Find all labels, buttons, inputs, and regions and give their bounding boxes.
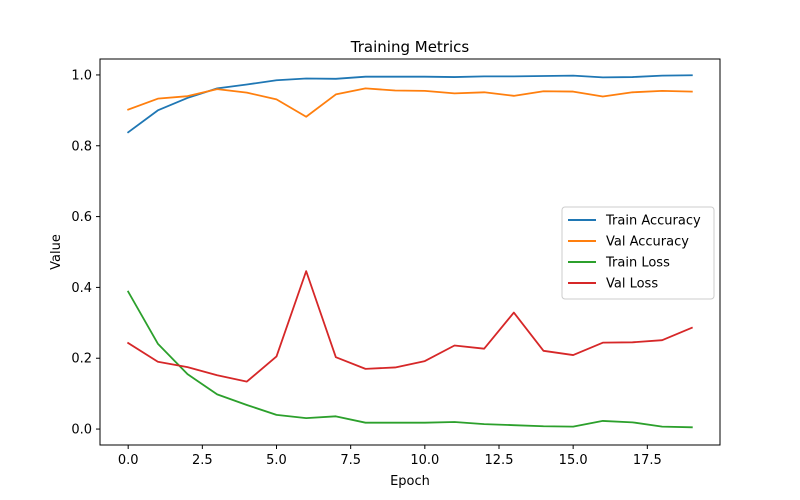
y-tick-label: 1.0 bbox=[71, 68, 92, 83]
legend-label: Train Loss bbox=[605, 256, 670, 271]
chart-title: Training Metrics bbox=[350, 38, 470, 56]
legend-box bbox=[561, 206, 715, 300]
y-tick-label: 0.8 bbox=[71, 139, 92, 154]
series-line-val-loss bbox=[126, 270, 693, 383]
y-tick-label: 0.6 bbox=[71, 210, 92, 225]
legend-label: Val Accuracy bbox=[606, 235, 689, 250]
x-tick-label: 7.5 bbox=[340, 453, 361, 468]
series-line-train-accuracy bbox=[126, 74, 693, 134]
series-line-val-accuracy bbox=[127, 87, 693, 118]
x-axis-label: Epoch bbox=[390, 474, 430, 489]
x-tick-label: 12.5 bbox=[485, 453, 514, 468]
x-tick-label: 15.0 bbox=[559, 453, 588, 468]
legend-label: Val Loss bbox=[606, 277, 658, 292]
x-axis: 0.0 2.5 5.0 7.5 10.0 12.5 15.0 17.5 bbox=[118, 445, 662, 468]
y-axis-label: Value bbox=[49, 234, 64, 270]
legend-label: Train Accuracy bbox=[605, 214, 701, 229]
y-tick-label: 0.0 bbox=[71, 423, 92, 438]
y-tick-label: 0.2 bbox=[71, 352, 92, 367]
plot-area bbox=[126, 74, 693, 429]
y-axis: 0.0 0.2 0.4 0.6 0.8 1.0 bbox=[71, 68, 100, 438]
x-tick-label: 5.0 bbox=[266, 453, 287, 468]
plot-frame bbox=[99, 58, 721, 446]
x-tick-label: 10.0 bbox=[410, 453, 439, 468]
x-tick-label: 0.0 bbox=[118, 453, 139, 468]
x-tick-label: 2.5 bbox=[192, 453, 213, 468]
legend: Train Accuracy Val Accuracy Train Loss Val … bbox=[561, 206, 715, 300]
y-tick-label: 0.4 bbox=[71, 281, 92, 296]
series-line-train-loss bbox=[126, 290, 693, 429]
x-tick-label: 17.5 bbox=[633, 453, 662, 468]
